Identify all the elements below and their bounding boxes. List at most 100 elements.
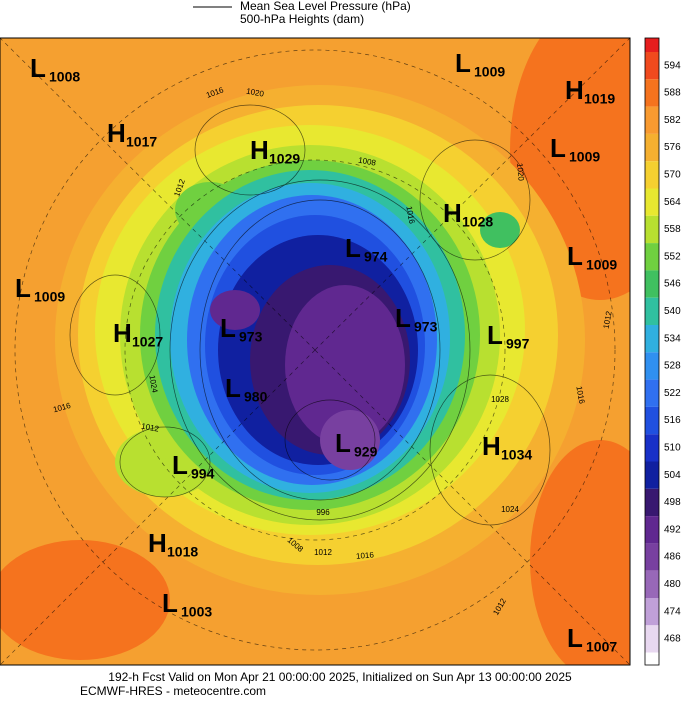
colorbar-band [645,570,659,598]
center-letter: L [335,428,351,458]
colorbar-label: 564 [664,197,681,208]
center-value: 994 [191,466,215,482]
colorbar-label: 492 [664,524,681,535]
center-letter: L [567,241,583,271]
center-value: 1009 [474,64,505,80]
colorbar-band [645,243,659,271]
contour-label: 1008 [358,156,378,168]
center-value: 1028 [462,214,493,230]
center-value: 1019 [584,91,615,107]
center-letter: L [345,233,361,263]
colorbar-band [645,379,659,407]
colorbar-label: 486 [664,552,681,563]
colorbar-label: 588 [664,88,681,99]
contour-label: 1012 [602,310,614,330]
center-value: 974 [364,249,388,265]
colorbar-band [645,625,659,653]
colorbar-top [645,38,659,52]
contour-label: 1024 [147,374,159,394]
colorbar-band [645,270,659,298]
colorbar-band [645,161,659,189]
center-letter: L [220,313,236,343]
header-line2: 500-hPa Heights (dam) [240,12,364,26]
colorbar-label: 504 [664,470,681,481]
colorbar-label: 468 [664,634,681,645]
colorbar-label: 498 [664,497,681,508]
footer-line2: ECMWF-HRES - meteocentre.com [80,684,266,698]
colorbar-band [645,461,659,489]
contour-label: 1020 [515,163,526,182]
colorbar-label: 516 [664,415,681,426]
center-value: 1017 [126,134,157,150]
center-letter: H [443,198,462,228]
center-letter: L [395,303,411,333]
colorbar-label: 594 [664,60,681,71]
center-letter: H [107,118,126,148]
colorbar-band [645,488,659,517]
map [0,37,631,666]
center-letter: L [550,133,566,163]
footer-line1: 192-h Fcst Valid on Mon Apr 21 00:00:00 … [108,670,572,684]
colorbar-band [645,543,659,571]
center-value: 1027 [132,334,163,350]
center-letter: H [482,431,501,461]
center-value: 973 [239,329,263,345]
colorbar-bottom [645,652,659,665]
center-letter: L [15,273,31,303]
center-letter: H [565,75,584,105]
contour-label: 1028 [491,395,509,404]
colorbar-band [645,133,659,162]
center-letter: L [162,588,178,618]
colorbar-label: 522 [664,388,681,399]
colorbar-band [645,297,659,325]
center-letter: H [113,318,132,348]
contour-label: 1012 [314,548,332,557]
center-value: 929 [354,444,378,460]
colorbar-label: 570 [664,169,681,180]
center-letter: L [30,53,46,83]
colorbar-band [645,406,659,435]
colorbar-label: 510 [664,442,681,453]
colorbar-label: 582 [664,115,681,126]
center-value: 1034 [501,447,532,463]
center-value: 1009 [569,149,600,165]
center-value: 1009 [34,289,65,305]
center-value: 980 [244,389,268,405]
colorbar-band [645,325,659,353]
header-line1: Mean Sea Level Pressure (hPa) [240,0,411,13]
colorbar-band [645,52,659,80]
colorbar-label: 558 [664,224,681,235]
center-value: 997 [506,336,530,352]
contour-label: 1012 [141,422,161,434]
center-letter: L [172,450,188,480]
contour-label: 1016 [404,205,416,225]
contour-label: 1024 [501,505,519,514]
center-letter: H [250,135,269,165]
center-letter: H [148,528,167,558]
colorbar-band [645,352,659,380]
contour-label: 1020 [246,87,266,99]
contour-label: 1016 [574,385,586,405]
center-value: 1018 [167,544,198,560]
colorbar-label: 528 [664,361,681,372]
colorbar-label: 576 [664,142,681,153]
colorbar-band [645,434,659,462]
colorbar-label: 540 [664,306,681,317]
colorbar-label: 474 [664,606,681,617]
colorbar-band [645,188,659,216]
center-letter: L [487,320,503,350]
center-value: 1029 [269,151,300,167]
colorbar-band [645,215,659,244]
colorbar-band [645,516,659,544]
colorbar-label: 480 [664,579,681,590]
center-value: 1008 [49,69,80,85]
center-letter: L [567,623,583,653]
colorbar-label: 534 [664,333,681,344]
colorbar-band [645,79,659,107]
colorbar-label: 546 [664,279,681,290]
colorbar-band [645,598,659,626]
contour-label: 996 [316,508,330,517]
center-value: 973 [414,319,438,335]
